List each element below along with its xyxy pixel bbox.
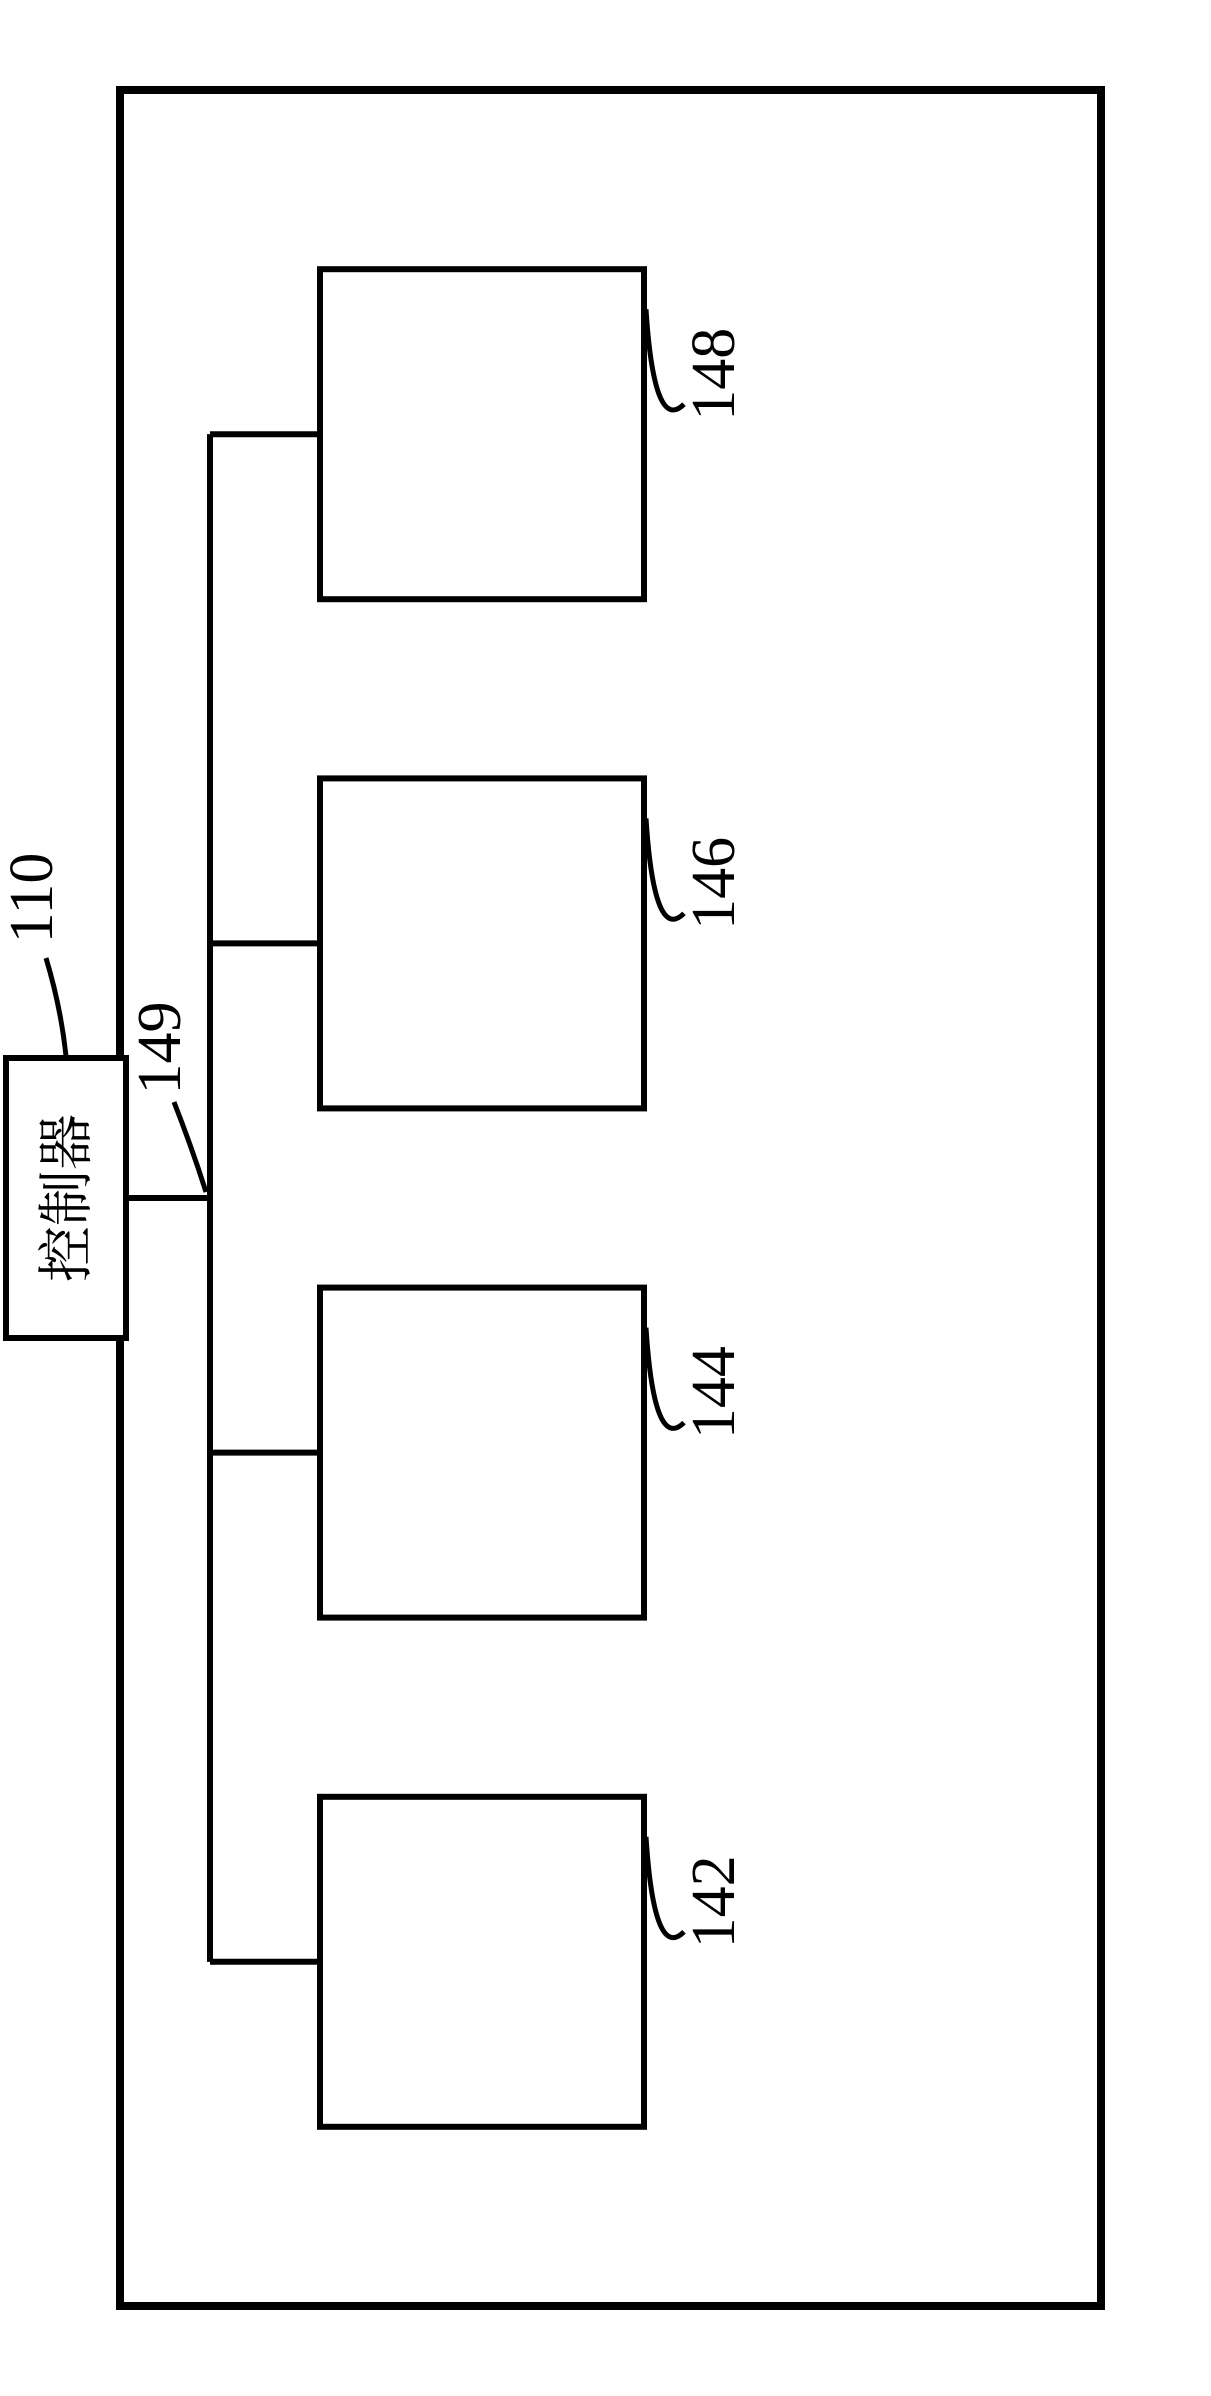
figure-root: 控制器110149实体区块实体区块......实体区块142实体区块实体区块..… (0, 90, 1101, 2306)
controller-box: 控制器 (6, 1058, 126, 1338)
svg-text:110: 110 (0, 853, 66, 944)
svg-text:146: 146 (680, 837, 748, 930)
svg-text:149: 149 (126, 1002, 194, 1095)
svg-text:控制器: 控制器 (23, 1114, 103, 1282)
svg-text:148: 148 (680, 328, 748, 421)
svg-text:142: 142 (680, 1855, 748, 1948)
svg-text:144: 144 (680, 1346, 748, 1439)
